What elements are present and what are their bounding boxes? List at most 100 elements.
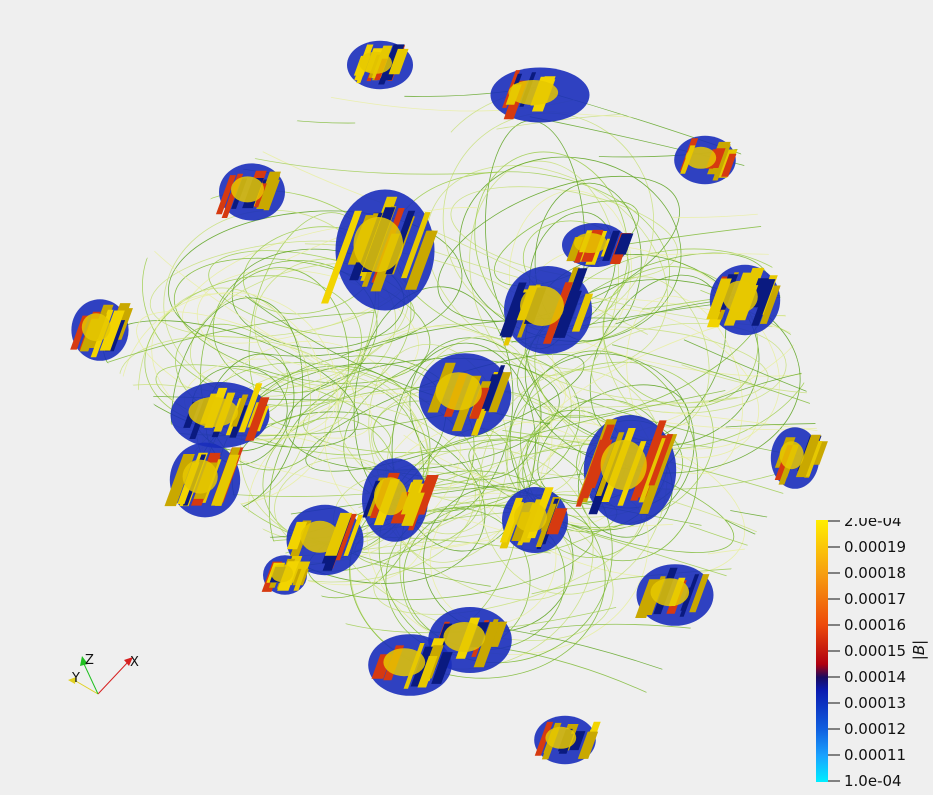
isosurface-cap — [685, 146, 717, 169]
field-line — [426, 165, 668, 370]
field-line — [200, 267, 350, 471]
colorbar-max-label: 2.0e-04 — [844, 518, 902, 530]
isosurface-slab — [484, 365, 506, 411]
isosurface-cluster — [368, 634, 453, 696]
isosurface-slab — [577, 731, 599, 759]
field-line — [618, 207, 820, 246]
field-line — [244, 295, 550, 425]
isosurface-slab — [534, 721, 554, 756]
isosurface-cap — [574, 233, 607, 253]
field-line — [672, 160, 820, 218]
isosurface-cap — [508, 80, 559, 105]
field-line — [208, 250, 415, 338]
isosurface-cluster — [562, 223, 634, 267]
isosurface-cluster — [499, 487, 568, 553]
field-line — [573, 396, 820, 474]
colorbar-tick-label: 0.00018 — [844, 564, 906, 582]
orientation-axes-widget: X Y Z — [68, 653, 139, 695]
isosurface-cap — [353, 217, 404, 272]
isosurface-cluster — [575, 415, 678, 525]
field-line — [149, 246, 315, 363]
isosurface-slab — [256, 171, 281, 210]
isosurface-slab — [400, 479, 423, 515]
field-line — [534, 182, 642, 342]
isosurface-slab — [286, 521, 308, 550]
field-line — [642, 255, 820, 310]
isosurface-slab — [580, 424, 615, 499]
field-line — [598, 100, 820, 158]
isosurface-slab — [614, 233, 634, 255]
field-line — [486, 646, 691, 715]
colorbar-tick-label: 0.00011 — [844, 746, 906, 764]
isosurface-slab — [215, 175, 237, 215]
isosurface-cap — [435, 372, 482, 411]
field-line — [725, 422, 820, 429]
isosurface-cap — [271, 564, 293, 583]
isosurface-slab — [546, 508, 568, 535]
field-line — [530, 623, 820, 652]
isosurface-slab — [469, 387, 490, 419]
field-line — [708, 357, 820, 403]
isosurface-cap — [231, 176, 264, 203]
isosurface-cluster — [261, 555, 311, 595]
x-axis-arrow — [124, 657, 133, 666]
field-line — [101, 312, 375, 365]
isosurface-slab — [488, 372, 512, 413]
isosurface-cluster — [418, 353, 512, 437]
field-line — [614, 253, 820, 272]
z-axis-label: Z — [85, 653, 94, 668]
colorbar-tick-label: 0.00012 — [844, 720, 906, 738]
x-axis-label: X — [130, 655, 139, 670]
field-line — [602, 266, 759, 408]
isosurface-cluster — [706, 264, 781, 336]
field-line — [531, 568, 733, 595]
isosurface-slab — [721, 153, 737, 177]
field-line — [502, 429, 820, 532]
isosurface-cluster — [347, 40, 413, 90]
field-line — [524, 326, 769, 404]
colorbar-tick-label: 0.00016 — [844, 616, 906, 634]
isosurface-slab — [751, 279, 776, 326]
field-line — [385, 336, 541, 563]
field-line — [681, 364, 820, 395]
colorbar-tick-label: 0.00019 — [844, 538, 906, 556]
isosurface-slab — [648, 434, 674, 486]
y-axis-arrow — [68, 677, 76, 684]
field-line — [391, 342, 536, 552]
field-line — [683, 339, 820, 430]
isosurface-slab — [293, 565, 308, 591]
field-line — [689, 525, 820, 624]
isosurface-cluster — [490, 67, 590, 123]
isosurface-cluster — [170, 382, 270, 448]
field-line — [701, 126, 820, 247]
color-legend: 0.00019 0.00018 0.00017 0.00016 0.00015 0.000… — [816, 518, 928, 788]
isosurface-cluster — [70, 299, 133, 361]
isosurface-cap — [374, 477, 407, 516]
isosurface-cluster — [635, 564, 714, 626]
colorbar-tick-label: 0.00015 — [844, 642, 906, 660]
isosurface-slab — [571, 293, 594, 332]
z-axis-arrow — [80, 656, 88, 666]
field-line — [349, 447, 594, 670]
isosurface-slab — [679, 574, 700, 617]
isosurface-slab — [400, 212, 431, 279]
isosurface-cap — [383, 648, 426, 677]
field-line — [612, 344, 820, 441]
isosurface-slab — [238, 383, 263, 433]
isosurface-cluster — [674, 135, 738, 185]
isosurface-cluster — [321, 189, 438, 311]
isosurface-cap — [443, 622, 486, 652]
isosurface-slab — [499, 282, 527, 336]
isosurface-cluster — [362, 458, 439, 542]
field-line — [248, 212, 377, 428]
isosurface-slab — [602, 230, 621, 261]
field-line — [664, 411, 820, 434]
isosurface-cap — [650, 578, 690, 607]
isosurface-slab — [99, 310, 125, 351]
colorbar-min-label: 1.0e-04 — [844, 772, 902, 788]
field-line — [543, 396, 738, 408]
field-line — [168, 210, 463, 357]
isosurface-cluster — [499, 266, 594, 354]
field-line — [529, 390, 726, 436]
